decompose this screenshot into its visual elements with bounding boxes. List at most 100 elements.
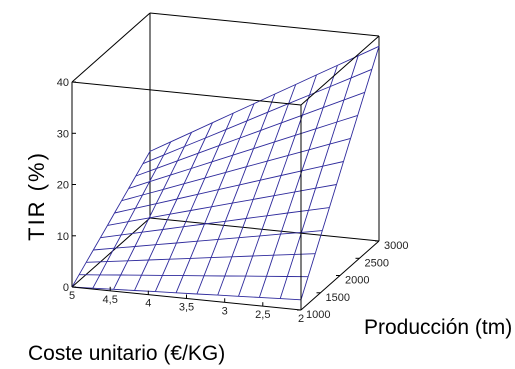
surface-gridline — [127, 259, 149, 262]
surface-gridline — [225, 155, 234, 173]
surface-gridline — [364, 69, 373, 93]
y-tick-label: 2000 — [345, 275, 369, 287]
surface-gridline — [204, 206, 212, 225]
surface-gridline — [273, 253, 295, 256]
surface-gridline — [92, 237, 101, 251]
surface-gridline — [154, 275, 163, 292]
surface-gridline — [253, 130, 262, 149]
surface-gridline — [211, 154, 233, 163]
surface-gridline — [274, 134, 296, 143]
surface-gridline — [169, 257, 191, 260]
surface-gridline — [343, 77, 352, 101]
surface-gridline — [161, 259, 170, 276]
surface-gridline — [92, 274, 101, 289]
surface-gridline — [85, 249, 94, 263]
surface-gridline — [218, 129, 227, 146]
x-axis-title: Coste unitario (€/KG) — [28, 342, 225, 365]
surface-gridline — [218, 237, 240, 240]
surface-gridline — [315, 107, 324, 129]
surface-gridline — [210, 239, 219, 258]
surface-gridline — [196, 293, 218, 296]
surface-gridline — [177, 146, 185, 161]
surface-gridline — [267, 103, 289, 113]
surface-gridline — [287, 209, 309, 214]
surface-gridline — [322, 161, 344, 167]
surface-gridline — [149, 141, 171, 152]
surface-gridline — [121, 194, 143, 202]
box-edge — [149, 12, 380, 37]
z-tick-label: 30 — [57, 128, 69, 140]
surface-gridline — [156, 198, 178, 205]
surface-gridline — [128, 181, 150, 189]
surface-gridline — [135, 163, 144, 177]
surface-gridline — [197, 137, 206, 154]
box-edge — [71, 81, 302, 106]
surface-gridline — [315, 184, 337, 189]
surface-gridline — [170, 131, 192, 143]
surface-gridline — [190, 206, 212, 211]
surface-gridline — [258, 276, 267, 298]
surface-gridline — [293, 232, 302, 255]
surface-gridline — [211, 256, 232, 259]
surface-gridline — [315, 166, 324, 189]
surface-gridline — [273, 191, 295, 197]
y-tick-label: 1500 — [326, 292, 350, 304]
surface-gridline — [183, 177, 206, 185]
surface-gridline — [121, 231, 143, 236]
surface-gridline — [259, 296, 281, 300]
surface-gridline — [259, 215, 268, 237]
surface-gridline — [288, 149, 310, 156]
surface-gridline — [196, 223, 205, 242]
surface-gridline — [197, 177, 206, 195]
surface-gridline — [128, 217, 150, 223]
surface-gridline — [135, 194, 143, 209]
surface-gridline — [176, 183, 185, 200]
surface-gridline — [183, 210, 192, 227]
surface-gridline — [252, 235, 261, 257]
surface-gridline — [184, 132, 193, 147]
surface-gridline — [287, 191, 296, 214]
surface-gridline — [163, 141, 172, 156]
surface-gridline — [189, 241, 198, 259]
surface-gridline — [217, 294, 239, 297]
surface-gridline — [99, 261, 108, 276]
surface-gridline — [169, 210, 191, 215]
surface-gridline — [343, 138, 352, 162]
surface-gridline — [358, 45, 380, 57]
surface-gridline — [314, 230, 323, 254]
surface-gridline — [134, 290, 156, 293]
surface-gridline — [239, 166, 247, 186]
x-tick-label: 4 — [145, 298, 151, 310]
surface-gridline — [225, 218, 247, 222]
surface-gridline — [307, 253, 316, 277]
surface-gridline — [252, 254, 274, 257]
surface-gridline — [238, 275, 247, 297]
surface-gridline — [175, 275, 184, 293]
z-axis-title: TIR (%) — [24, 151, 49, 241]
surface-gridline — [274, 122, 282, 143]
surface-gridline — [343, 91, 365, 101]
surface-gridline — [253, 195, 275, 200]
y-tick-label: 1000 — [306, 309, 330, 321]
surface-gridline — [246, 215, 267, 219]
surface-gridline — [212, 112, 234, 124]
surface-gridline — [323, 99, 345, 109]
surface-gridline — [336, 161, 344, 185]
surface-gridline — [309, 74, 317, 96]
surface-gridline — [245, 199, 254, 219]
surface-gridline — [238, 295, 260, 298]
surface-gridline — [190, 194, 199, 211]
surface-gridline — [266, 212, 288, 217]
surface-gridline — [203, 257, 212, 276]
surface-gridline — [205, 128, 227, 139]
surface-gridline — [169, 160, 178, 176]
surface-gridline — [294, 187, 316, 193]
surface-gridline — [106, 260, 128, 263]
surface-gridline — [329, 121, 338, 145]
surface-gridline — [238, 235, 260, 239]
surface-gridline — [149, 168, 157, 182]
surface-gridline — [357, 92, 366, 116]
surface-gridline — [233, 103, 255, 114]
surface-gridline — [274, 84, 296, 95]
surface-gridline — [106, 247, 115, 262]
